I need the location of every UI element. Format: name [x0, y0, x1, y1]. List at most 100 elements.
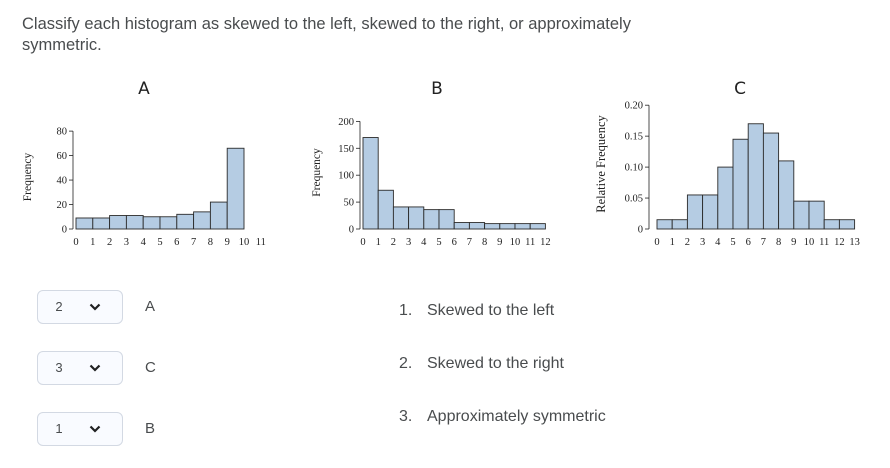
x-tick-label: 10: [239, 237, 250, 248]
y-tick-label: 40: [57, 176, 68, 187]
histogram-bar: [209, 201, 228, 230]
x-tick-label: 2: [391, 237, 396, 248]
x-tick-label: 5: [730, 237, 735, 248]
answer-choice-3: 3. Approximately symmetric: [399, 408, 699, 426]
x-tick-label: 3: [124, 237, 129, 248]
y-tick-label: 0: [349, 225, 354, 236]
y-axis-label: Frequency: [311, 148, 323, 197]
x-tick-label: 7: [191, 237, 196, 248]
x-tick-label: 12: [834, 237, 845, 248]
y-tick-label: 0.05: [625, 194, 643, 205]
histogram-bar: [793, 200, 810, 230]
x-tick-label: 12: [540, 237, 551, 248]
y-tick-label: 0: [62, 225, 67, 236]
histogram-bar: [762, 132, 780, 230]
histogram-bar: [808, 200, 825, 230]
x-tick-label: 3: [700, 237, 705, 248]
answer-select-value: 1: [55, 421, 63, 436]
histogram-bar: [408, 206, 425, 230]
y-tick-label: 0.15: [625, 132, 643, 143]
answer-select-1[interactable]: 2: [37, 290, 123, 324]
y-tick-label: 100: [338, 171, 354, 182]
x-tick-label: 4: [715, 237, 721, 248]
chart-title: C: [734, 79, 746, 99]
x-tick-label: 10: [804, 237, 815, 248]
answer-select-3[interactable]: 1: [37, 412, 123, 446]
y-axis-label: Relative Frequency: [594, 114, 608, 212]
x-tick-label: 8: [776, 237, 781, 248]
histogram-bar: [362, 137, 379, 230]
x-tick-label: 0: [360, 237, 365, 248]
chevron-down-icon: [89, 303, 101, 311]
histogram-bar: [823, 219, 840, 230]
histogram-bar: [468, 222, 486, 230]
x-tick-label: 1: [670, 237, 675, 248]
chevron-down-icon: [89, 364, 101, 372]
histogram-bar: [109, 215, 127, 230]
histogram-bar: [747, 123, 764, 230]
x-tick-label: 6: [746, 237, 751, 248]
answer-text: Skewed to the right: [427, 355, 564, 372]
x-tick-label: 7: [761, 237, 766, 248]
histogram-bar: [484, 223, 501, 230]
x-tick-label: 8: [482, 237, 487, 248]
histogram-bar: [226, 147, 245, 230]
histogram-bar: [838, 219, 856, 230]
histogram-bar: [529, 223, 546, 230]
x-tick-label: 6: [452, 237, 457, 248]
histogram-bar: [142, 216, 161, 230]
y-tick-label: 200: [338, 117, 354, 128]
histogram-bar: [159, 216, 178, 230]
x-tick-label: 11: [819, 237, 829, 248]
histogram-bar: [656, 219, 673, 230]
x-tick-label: 7: [467, 237, 472, 248]
x-tick-label: 4: [421, 237, 427, 248]
histogram-bar: [75, 217, 94, 230]
histogram-bar: [438, 209, 455, 230]
row-label: C: [145, 359, 156, 376]
histogram-bar: [778, 160, 795, 230]
answer-number: 1.: [399, 302, 413, 319]
y-tick-label: 150: [338, 144, 354, 155]
x-tick-label: 5: [436, 237, 441, 248]
x-tick-label: 9: [225, 237, 230, 248]
x-tick-label: 9: [497, 237, 502, 248]
y-tick-label: 0.20: [625, 101, 643, 112]
x-tick-label: 2: [685, 237, 690, 248]
answer-text: Approximately symmetric: [427, 408, 606, 425]
chevron-down-icon: [89, 425, 101, 433]
histogram-bar: [423, 209, 440, 230]
histogram-c: C Relative Frequency 0 0.05 0.10 0.15 0.20 0 1 2 3…: [592, 76, 882, 256]
y-tick-label: 60: [57, 151, 68, 162]
histogram-bar: [717, 166, 734, 230]
histogram-bar: [732, 138, 749, 230]
histogram-bar: [686, 194, 704, 230]
histogram-bar: [125, 215, 144, 230]
x-tick-label: 4: [141, 237, 147, 248]
answer-select-value: 3: [55, 360, 63, 375]
x-tick-label: 11: [256, 237, 266, 248]
answer-number: 2.: [399, 355, 413, 372]
chart-title: A: [138, 79, 150, 99]
x-tick-label: 1: [90, 237, 95, 248]
row-label: B: [145, 420, 156, 437]
answer-select-2[interactable]: 3: [37, 351, 123, 385]
y-tick-label: 80: [57, 127, 68, 138]
x-tick-label: 11: [525, 237, 535, 248]
histogram-bar: [193, 211, 211, 230]
histogram-bar: [453, 222, 470, 230]
histogram-b: B Frequency 0 50 100 150 200 0 1 2 3 4 5 6 7 8 9 10 11 12: [305, 76, 575, 256]
answer-select-value: 2: [55, 299, 63, 314]
y-tick-label: 0: [638, 225, 643, 236]
question-text: Classify each histogram as skewed to the…: [22, 15, 631, 54]
histogram-a: A Frequency 0 20 40 60 80 0 1 2 3 4 5 6 7 8 9 10 11: [22, 76, 282, 256]
x-tick-label: 10: [510, 237, 521, 248]
x-tick-label: 2: [107, 237, 112, 248]
x-tick-label: 13: [849, 237, 860, 248]
chart-title: B: [431, 79, 443, 99]
histogram-a-svg: A Frequency 0 20 40 60 80 0 1 2 3 4 5 6 7 8 9 10 11: [22, 79, 266, 248]
answer-text: Skewed to the left: [427, 302, 555, 319]
histogram-bar: [377, 189, 394, 230]
